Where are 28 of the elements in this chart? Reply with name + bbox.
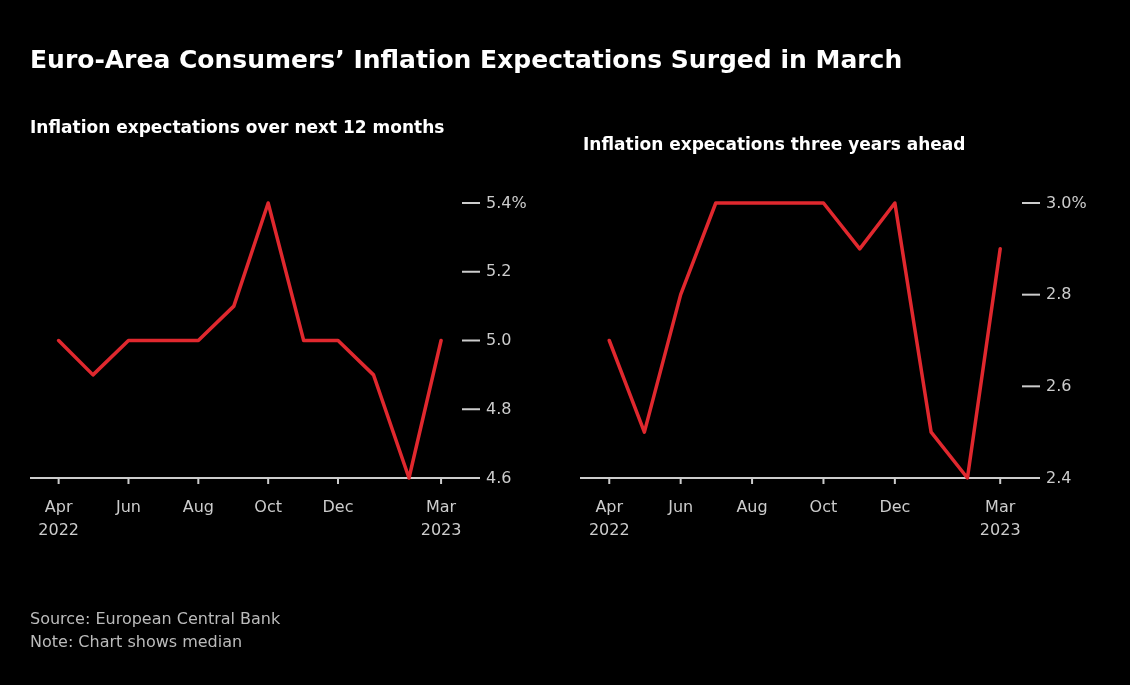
y-tick-label: 2.8 (1046, 284, 1072, 304)
x-tick-label: Dec (322, 497, 354, 516)
y-tick-label: 4.6 (486, 467, 512, 487)
x-tick-label: Dec (879, 497, 911, 516)
x-tick-label: Apr 2022 (588, 497, 630, 539)
x-tick-label: Aug (182, 497, 214, 516)
y-tick-label: 5.2 (486, 261, 512, 281)
chart-title: Euro-Area Consumers’ Inflation Expectations Surged in March (30, 45, 903, 74)
x-tick-label: Jun (114, 497, 141, 516)
x-tick-label: Mar 2023 (979, 497, 1021, 539)
x-tick-label: Aug (736, 497, 768, 516)
text: Note: Chart shows median (30, 632, 243, 651)
y-tick-label: 2.4 (1046, 467, 1072, 487)
x-tick-label: Mar 2023 (420, 497, 462, 539)
x-tick-label: Jun (667, 497, 694, 516)
y-tick-label: 4.8 (486, 398, 512, 418)
chart-subtitle: Inflation expectations over next 12 months (30, 117, 445, 137)
line-series (607, 201, 1002, 480)
y-tick-label: 5.4% (486, 192, 527, 212)
source-note: Source: European Central Bank (30, 609, 281, 628)
y-tick-label: 3.0% (1046, 192, 1087, 212)
y-tick-label: 2.6 (1046, 375, 1072, 395)
x-tick-label: Oct (254, 497, 282, 516)
chart-subtitle: Inflation expecations three years ahead (583, 134, 966, 154)
y-tick-label: 5.0 (486, 330, 512, 349)
x-tick-label: Oct (809, 497, 838, 516)
x-tick-label: Apr 2022 (38, 497, 79, 539)
line-series (56, 201, 443, 480)
